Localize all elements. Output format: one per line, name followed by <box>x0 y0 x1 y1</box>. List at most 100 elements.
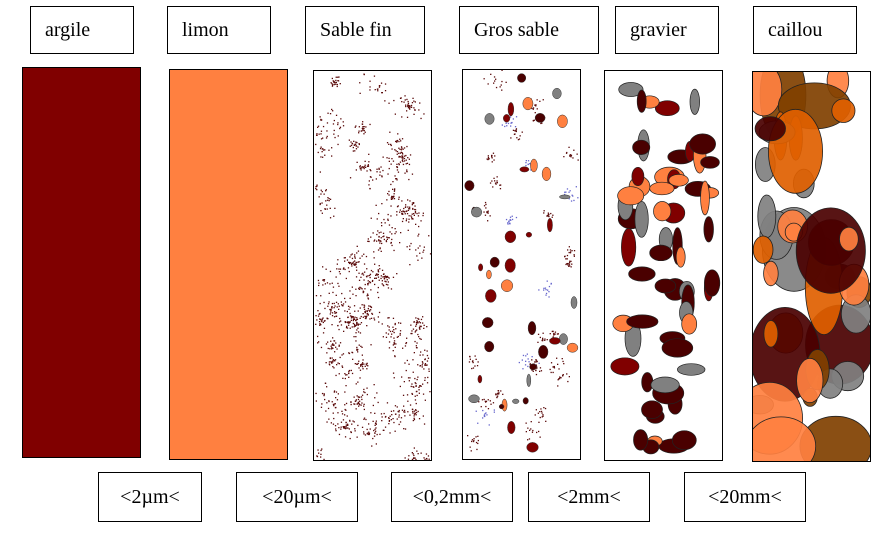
coarse-sand-grain <box>526 373 532 387</box>
sand-grain <box>351 351 353 353</box>
sand-grain <box>336 268 338 270</box>
sand-grain <box>364 312 366 314</box>
coarse-sand-speck <box>515 116 518 118</box>
sand-grain <box>328 361 331 363</box>
sand-grain <box>337 135 339 137</box>
coarse-sand-speck <box>566 151 568 154</box>
sand-grain <box>369 310 371 312</box>
coarse-sand-grain <box>484 341 495 353</box>
coarse-sand-speck <box>508 220 510 222</box>
coarse-sand-speck <box>570 156 572 158</box>
sand-grain <box>398 414 400 416</box>
coarse-sand-speck <box>472 361 474 364</box>
sand-grain <box>391 244 393 247</box>
sand-grain <box>364 311 366 313</box>
sand-grain <box>393 421 395 424</box>
coarse-sand-speck <box>525 422 527 424</box>
sand-grain <box>364 164 366 166</box>
sand-grain <box>378 167 380 169</box>
sand-grain <box>341 366 344 368</box>
sand-grain <box>379 268 381 270</box>
sand-grain <box>370 236 372 238</box>
coarse-sand-speck <box>485 405 487 408</box>
sand-grain <box>381 225 383 227</box>
sand-grain <box>405 104 407 106</box>
coarse-sand-grain <box>558 333 568 345</box>
sand-grain <box>356 321 358 324</box>
sand-grain <box>406 98 408 101</box>
coarse-sand-speck <box>564 193 566 196</box>
sand-grain <box>355 145 358 147</box>
sand-grain <box>358 344 360 346</box>
sand-grain <box>320 453 322 455</box>
sand-grain <box>394 188 396 190</box>
sand-grain <box>387 219 389 221</box>
sand-grain <box>409 414 411 416</box>
sand-grain <box>345 374 347 376</box>
sand-grain <box>386 142 389 144</box>
label-argile-text: argile <box>45 18 91 41</box>
coarse-sand-speck <box>540 410 543 413</box>
sand-grain <box>404 172 406 174</box>
sand-grain <box>377 316 379 318</box>
sand-grain <box>399 148 401 150</box>
sand-grain <box>332 359 335 361</box>
sand-grain <box>349 321 351 323</box>
sand-grain <box>404 428 407 430</box>
coarse-sand-speck <box>534 361 536 363</box>
sand-grain <box>399 152 402 154</box>
sand-grain <box>350 431 352 434</box>
coarse-sand-speck <box>530 428 532 430</box>
sand-grain <box>426 326 428 328</box>
sand-grain <box>391 158 393 160</box>
sand-grain <box>416 394 418 397</box>
sand-grain <box>404 213 406 215</box>
sand-grain <box>387 281 389 283</box>
sand-grain <box>413 457 415 459</box>
sand-grain <box>369 123 371 126</box>
sand-grain <box>423 327 425 329</box>
sand-grain <box>406 337 408 339</box>
sand-grain <box>412 412 414 414</box>
sand-grain <box>371 280 374 282</box>
coarse-sand-speck <box>539 436 541 438</box>
sand-grain <box>396 151 399 153</box>
sand-grain <box>327 112 329 114</box>
label-sable-fin: Sable fin <box>305 6 425 54</box>
sand-grain <box>387 284 389 286</box>
sand-grain <box>328 200 330 202</box>
sand-grain <box>400 140 402 142</box>
sand-grain <box>354 316 356 318</box>
sand-grain <box>347 316 349 319</box>
coarse-sand-speck <box>562 374 564 376</box>
sand-grain <box>345 385 347 387</box>
sand-grain <box>354 363 356 365</box>
sand-grain <box>375 427 377 429</box>
sand-grain <box>363 405 365 407</box>
sand-grain <box>423 113 425 115</box>
coarse-sand-speck <box>535 361 537 363</box>
coarse-sand-speck <box>507 122 510 125</box>
sand-grain <box>318 452 320 454</box>
sand-grain <box>367 365 369 367</box>
sand-grain <box>361 304 363 306</box>
sand-grain <box>356 349 358 351</box>
sand-grain <box>381 175 383 177</box>
coarse-sand-speck <box>501 89 503 91</box>
sand-grain <box>400 322 402 324</box>
sand-grain <box>323 280 325 282</box>
gravel-grain <box>633 429 649 451</box>
coarse-sand-speck <box>499 86 501 88</box>
coarse-sand-speck <box>491 157 493 159</box>
sand-grain <box>330 82 332 84</box>
sand-grain <box>362 126 364 128</box>
coarse-sand-speck <box>554 333 556 335</box>
gravel-grain <box>703 216 714 243</box>
sand-grain <box>331 401 333 403</box>
label-argile: argile <box>30 6 134 54</box>
sand-grain <box>354 263 356 265</box>
sand-grain <box>352 293 354 295</box>
coarse-sand-speck <box>487 220 489 222</box>
coarse-sand-speck <box>514 133 516 135</box>
coarse-sand-speck <box>532 429 534 432</box>
